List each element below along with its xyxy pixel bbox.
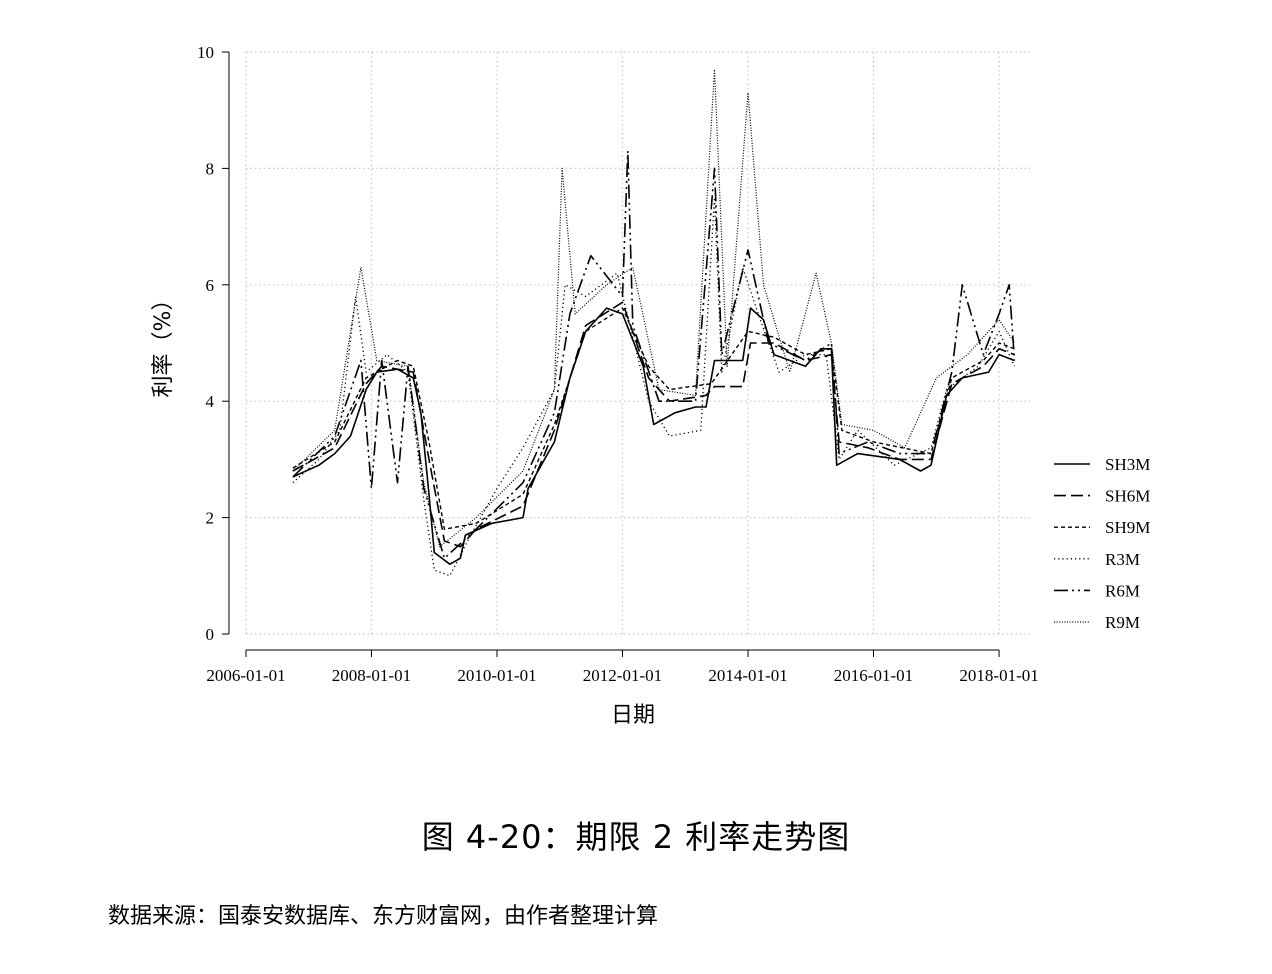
figure-caption: 图 4-20：期限 2 利率走势图	[421, 818, 851, 856]
y-tick-label: 0	[206, 625, 215, 644]
series-line-r9m	[292, 68, 1016, 548]
legend-label-sh9m: SH9M	[1105, 518, 1150, 537]
y-tick-label: 8	[206, 159, 215, 178]
legend-label-sh3m: SH3M	[1105, 455, 1150, 474]
legend-label-sh6m: SH6M	[1105, 487, 1150, 506]
y-tick-label: 2	[206, 509, 215, 528]
x-axis-title: 日期	[611, 703, 655, 728]
legend: SH3M SH6M SH9M R3M R6M R9M	[1054, 455, 1150, 632]
legend-label-r6m: R6M	[1105, 581, 1140, 600]
x-tick-label: 2008-01-01	[332, 666, 411, 685]
x-tick-label: 2016-01-01	[834, 666, 913, 685]
x-tick-label: 2010-01-01	[457, 666, 536, 685]
axes: 0 2 4 6 8 10 2006-01-01 2008-01-01 2010-01-01 201…	[197, 43, 1039, 685]
series-line-r6m	[292, 150, 1016, 560]
y-axis-title: 利率（%）	[151, 289, 176, 398]
x-tick-label: 2006-01-01	[206, 666, 285, 685]
y-tick-label: 4	[206, 392, 215, 411]
x-tick-label: 2012-01-01	[583, 666, 662, 685]
series-lines	[292, 68, 1016, 577]
y-tick-label: 10	[197, 43, 214, 62]
data-source-note: 数据来源：国泰安数据库、东方财富网，由作者整理计算	[108, 904, 659, 929]
rate-chart: 0 2 4 6 8 10 2006-01-01 2008-01-01 2010-01-01 201…	[151, 43, 1150, 728]
series-line-sh6m	[292, 301, 1015, 548]
legend-label-r3m: R3M	[1105, 550, 1140, 569]
x-tick-label: 2014-01-01	[708, 666, 787, 685]
legend-label-r9m: R9M	[1105, 613, 1140, 632]
grid-lines	[245, 51, 1030, 635]
series-line-sh9m	[292, 307, 1015, 530]
x-tick-label: 2018-01-01	[959, 666, 1038, 685]
y-tick-label: 6	[206, 276, 215, 295]
